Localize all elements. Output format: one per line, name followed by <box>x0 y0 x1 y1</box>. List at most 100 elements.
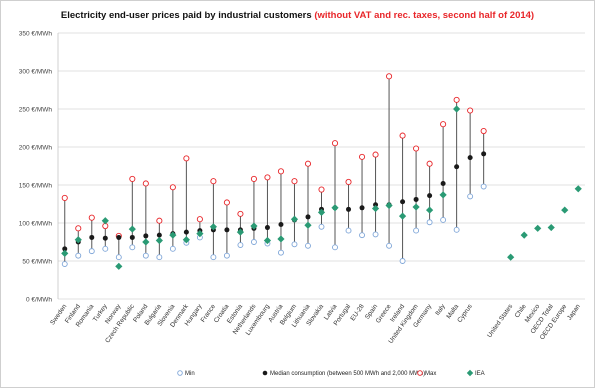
legend: Min Median consumption (between 500 MWh a… <box>177 369 485 377</box>
iea-point <box>74 236 82 244</box>
min-point <box>453 226 460 233</box>
max-point <box>142 180 149 187</box>
max-point <box>426 160 433 167</box>
max-point <box>237 210 244 217</box>
median-point <box>278 222 284 228</box>
median-point <box>359 205 365 211</box>
median-point <box>481 151 487 157</box>
max-point <box>129 175 136 182</box>
max-point <box>331 140 339 147</box>
median-point <box>454 164 460 170</box>
y-tick-label: 100 €/MWh <box>19 220 53 227</box>
x-tick-label: EU-28 <box>349 303 366 322</box>
iea-point <box>209 223 217 231</box>
x-tick-label: United States <box>486 303 515 340</box>
iea-point <box>453 105 461 113</box>
max-point <box>358 153 366 160</box>
max-point <box>467 107 474 114</box>
iea-point <box>385 201 393 210</box>
max-point <box>169 184 176 191</box>
iea-point <box>263 236 272 245</box>
iea-point <box>142 238 150 246</box>
iea-point <box>250 222 258 230</box>
median-point <box>156 232 162 238</box>
chart-title-note: (without VAT and rec. taxes, second half… <box>314 10 535 21</box>
y-axis: 0 €/MWh 50 €/MWh 100 €/MWh 150 €/MWh 200 €/M… <box>19 30 59 303</box>
min-point <box>115 254 122 261</box>
legend-marker-median <box>262 370 268 376</box>
max-point <box>264 174 271 181</box>
max-point <box>156 217 163 224</box>
chart-title-main: Electricity end-user prices paid by indu… <box>60 10 312 21</box>
iea-point <box>277 235 285 243</box>
iea-point <box>547 223 555 232</box>
iea-point <box>561 206 569 214</box>
legend-label-max: Max <box>425 371 436 377</box>
min-point <box>75 252 82 259</box>
min-point <box>345 227 352 234</box>
max-point <box>75 225 82 232</box>
iea-point <box>371 204 380 213</box>
iea-point <box>574 185 582 193</box>
max-point <box>183 155 190 162</box>
x-tick-label: Japan <box>566 303 582 322</box>
max-point <box>277 168 285 175</box>
median-point <box>427 193 433 199</box>
min-point <box>88 248 95 255</box>
iea-point <box>169 231 177 239</box>
max-point <box>223 199 230 206</box>
y-tick-label: 150 €/MWh <box>19 182 53 189</box>
iea-point <box>101 217 109 225</box>
iea-point <box>115 262 123 270</box>
min-point <box>237 242 244 248</box>
y-tick-label: 300 €/MWh <box>19 68 53 75</box>
min-point <box>210 254 217 261</box>
min-point <box>169 245 176 252</box>
min-point <box>467 193 474 200</box>
min-point <box>102 245 109 252</box>
min-point <box>386 242 393 249</box>
iea-point <box>534 224 542 232</box>
max-point <box>88 214 95 221</box>
median-point <box>413 196 419 202</box>
min-point <box>278 249 284 256</box>
iea-point <box>439 191 447 199</box>
min-point <box>318 223 325 230</box>
min-point <box>399 258 406 264</box>
median-point <box>305 214 311 220</box>
iea-point <box>317 208 326 216</box>
iea-point <box>290 215 299 223</box>
iea-point <box>61 249 69 257</box>
min-point <box>142 252 149 259</box>
max-point <box>386 73 393 80</box>
legend-marker-max <box>417 370 423 376</box>
iea-point <box>412 203 420 211</box>
legend-label-iea: IEA <box>475 371 485 377</box>
median-point <box>346 206 352 212</box>
iea-point <box>236 228 245 236</box>
min-point <box>372 231 379 238</box>
min-point <box>305 242 311 249</box>
max-point <box>413 145 420 152</box>
iea-point <box>196 230 204 238</box>
min-point <box>223 252 230 259</box>
x-tick-label: Cyprus <box>456 303 474 324</box>
iea-point <box>304 221 312 229</box>
median-point <box>264 225 270 231</box>
iea-point <box>128 225 136 233</box>
median-point <box>116 234 122 240</box>
min-point <box>359 232 365 239</box>
legend-marker-min <box>177 370 183 376</box>
min-point <box>61 261 68 267</box>
min-point <box>332 244 338 251</box>
iea-point <box>398 212 407 220</box>
median-point <box>62 246 68 252</box>
min-point <box>426 219 433 226</box>
min-point <box>129 244 136 251</box>
max-point <box>304 160 312 167</box>
y-tick-label: 200 €/MWh <box>19 144 53 151</box>
iea-point <box>182 236 190 244</box>
range-lines <box>64 76 485 265</box>
